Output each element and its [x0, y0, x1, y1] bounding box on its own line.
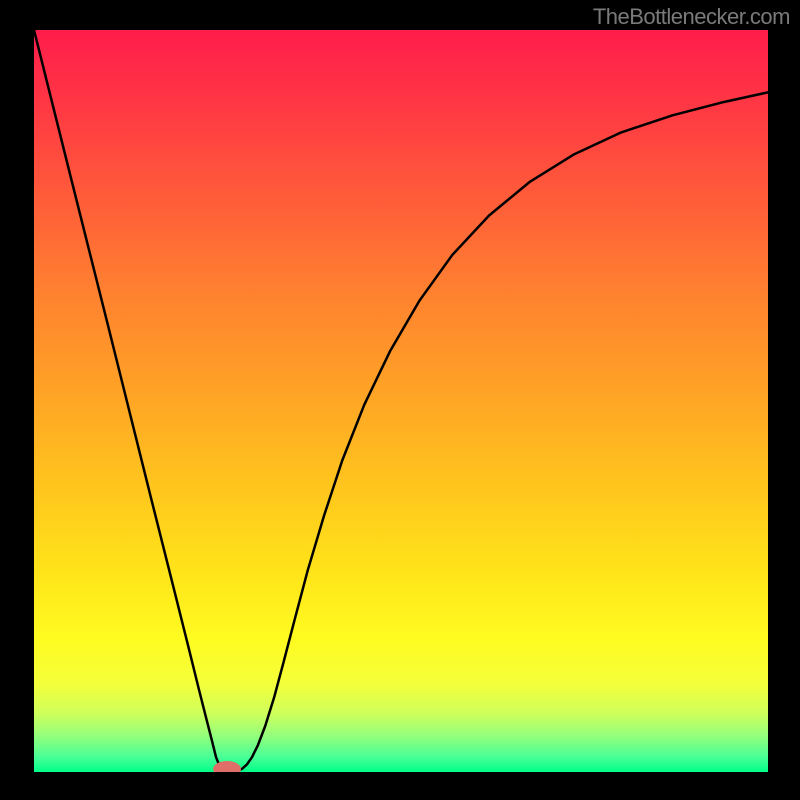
curve-svg [34, 30, 768, 772]
root-container: TheBottlenecker.com [0, 0, 800, 800]
attribution-label: TheBottlenecker.com [593, 4, 790, 30]
plot-area [34, 30, 768, 772]
bottleneck-curve [34, 30, 768, 772]
